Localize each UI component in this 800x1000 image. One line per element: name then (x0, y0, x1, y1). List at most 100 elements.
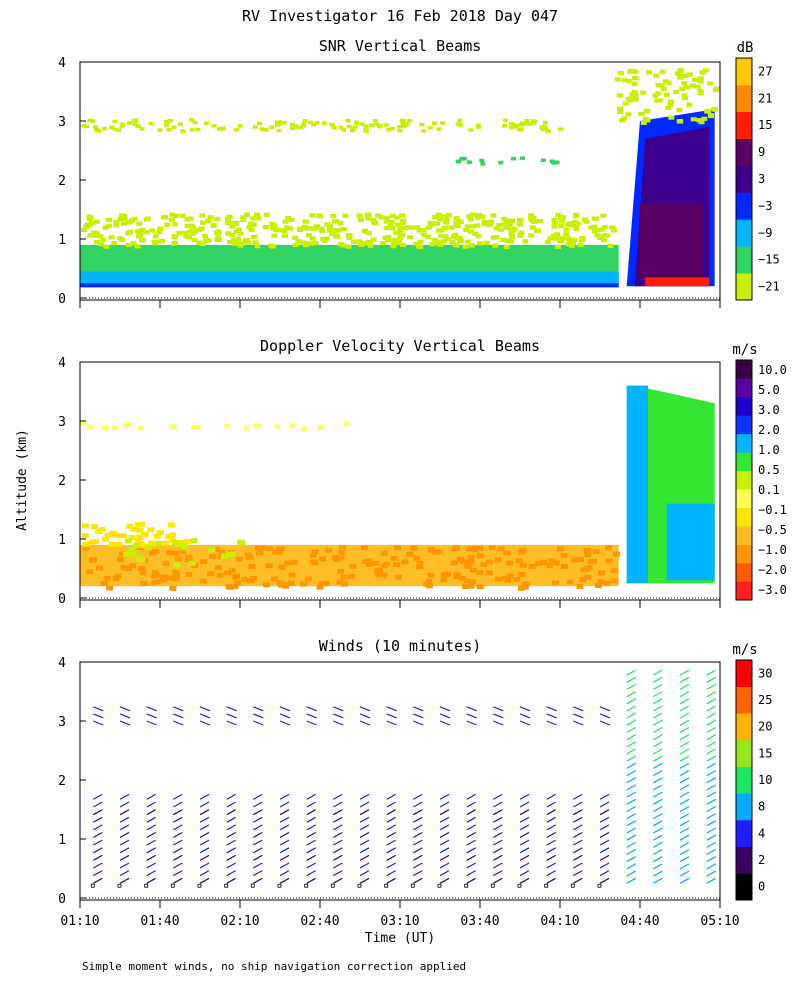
colorbar-swatch (736, 415, 752, 435)
wind-barb (626, 841, 636, 848)
wind-barb (386, 706, 397, 712)
snr-cell (188, 118, 194, 122)
snr-cell (235, 236, 242, 241)
colorbar-label: 21 (758, 91, 772, 105)
wind-barb (173, 839, 183, 846)
snr-cell (425, 234, 432, 239)
snr-cell (683, 85, 690, 90)
colorbar-label: 3 (758, 172, 765, 186)
dop-cell (263, 582, 270, 588)
snr-cell (563, 227, 570, 232)
wind-barb (306, 854, 316, 861)
wind-barb (706, 784, 716, 791)
wind-barb (413, 862, 423, 869)
dop-cell (504, 577, 512, 583)
wind-barb (573, 824, 583, 831)
wind-barb (279, 854, 290, 861)
snr-cell (554, 160, 560, 164)
wind-barb (93, 713, 104, 719)
wind-barb (599, 870, 610, 877)
wind-barb (653, 827, 663, 834)
dop-cell (521, 584, 529, 590)
snr-cell (640, 90, 647, 95)
dop-cell (380, 550, 388, 556)
snr-cell (312, 240, 319, 245)
wind-barb (493, 847, 503, 854)
colorbar-swatch (736, 111, 752, 139)
snr-cell (421, 129, 427, 133)
wind-barb (119, 831, 130, 839)
dop-cell (518, 585, 526, 591)
colorbar-swatch (736, 544, 752, 564)
wind-barb (626, 805, 636, 813)
wind-barb (173, 720, 184, 726)
snr-cell (160, 215, 167, 220)
wind-barb (333, 877, 343, 884)
wind-barb (253, 713, 264, 719)
wind-barb (679, 741, 690, 748)
wind-barb (253, 816, 263, 823)
colorbar-swatch (736, 219, 752, 247)
wind-barb (519, 824, 530, 831)
wind-barb (93, 862, 103, 869)
snr-cell (163, 119, 169, 123)
snr-cell (331, 126, 337, 130)
dop-cell (274, 424, 281, 429)
dop-cell (169, 537, 177, 543)
dop-cell (395, 574, 402, 580)
snr-cell (207, 215, 214, 220)
snr-cell (189, 128, 195, 132)
snr-cell (139, 238, 146, 243)
snr-cell (578, 238, 585, 243)
wind-barb (546, 720, 557, 726)
snr-cell (417, 239, 424, 244)
wind-barb (119, 870, 130, 877)
snr-cell (302, 219, 309, 224)
snr-cell (259, 127, 265, 131)
snr-cell (607, 243, 614, 248)
snr-cell (211, 124, 217, 128)
snr-cell (629, 96, 635, 102)
wind-barb (146, 809, 156, 816)
dop-cell (594, 583, 602, 588)
wind-barb (706, 683, 716, 690)
calm-marker (170, 883, 175, 888)
wind-barb (119, 793, 130, 800)
dop-cell (153, 572, 161, 578)
wind-barb (493, 854, 503, 861)
snr-cell (420, 228, 427, 233)
snr-cell (191, 238, 198, 243)
wind-barb (119, 809, 130, 816)
wind-barb (653, 676, 663, 683)
dop-cell (339, 545, 347, 550)
dop-cell (173, 562, 181, 568)
wind-barb (679, 827, 690, 834)
snr-cell (365, 216, 372, 221)
dop-cell (149, 550, 157, 556)
snr-cell (93, 233, 100, 238)
wind-barb (466, 854, 476, 861)
snr-band-base (80, 283, 619, 288)
wind-barb (359, 877, 370, 884)
snr-cell (569, 243, 575, 248)
snr-cell (701, 116, 708, 121)
wind-barb (679, 856, 690, 863)
snr-cell (707, 113, 714, 118)
dop-cell (139, 570, 147, 576)
snr-cell (378, 215, 385, 220)
snr-cell (400, 119, 406, 123)
wind-barb (146, 877, 156, 884)
dop-cell (271, 549, 279, 555)
snr-cell (527, 122, 533, 126)
snr-cell (558, 216, 564, 221)
dop-cell (290, 560, 298, 565)
snr-cell (195, 127, 201, 132)
dop-cell (494, 576, 502, 582)
wind-barb (706, 741, 716, 748)
dop-cell (168, 424, 175, 429)
wind-barb (679, 691, 690, 698)
dop-cell (602, 580, 610, 586)
dop-cell (518, 549, 526, 555)
snr-cell (373, 122, 379, 127)
dop-cell (605, 545, 613, 551)
